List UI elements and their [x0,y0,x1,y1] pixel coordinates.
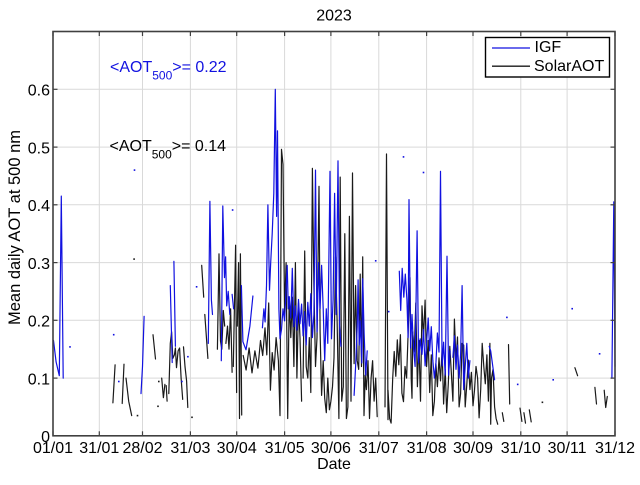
svg-text:Mean daily AOT at 500 nm: Mean daily AOT at 500 nm [6,130,24,325]
svg-text:31/03: 31/03 [170,440,210,457]
svg-text:SolarAOT: SolarAOT [534,58,604,75]
svg-text:30/04: 30/04 [217,440,257,457]
svg-text:0.6: 0.6 [28,83,50,100]
svg-text:2023: 2023 [316,8,352,25]
svg-text:IGF: IGF [535,39,562,56]
svg-text:0.2: 0.2 [28,314,50,331]
svg-text:Date: Date [317,456,351,473]
svg-text:31/01: 31/01 [79,440,119,457]
svg-text:31/12: 31/12 [595,440,635,457]
svg-text:31/05: 31/05 [265,440,305,457]
svg-text:30/11: 30/11 [548,440,587,457]
svg-text:0.1: 0.1 [28,371,50,388]
svg-text:0.4: 0.4 [28,198,50,215]
svg-text:0.5: 0.5 [28,140,50,157]
svg-text:0: 0 [41,429,50,446]
svg-text:31/07: 31/07 [359,440,399,457]
svg-text:30/09: 30/09 [453,440,493,457]
svg-text:30/06: 30/06 [311,440,351,457]
svg-text:31/10: 31/10 [501,440,541,457]
svg-text:0.3: 0.3 [28,256,50,273]
svg-text:28/02: 28/02 [122,440,162,457]
svg-text:01/01: 01/01 [33,440,73,457]
svg-text:31/08: 31/08 [407,440,447,457]
